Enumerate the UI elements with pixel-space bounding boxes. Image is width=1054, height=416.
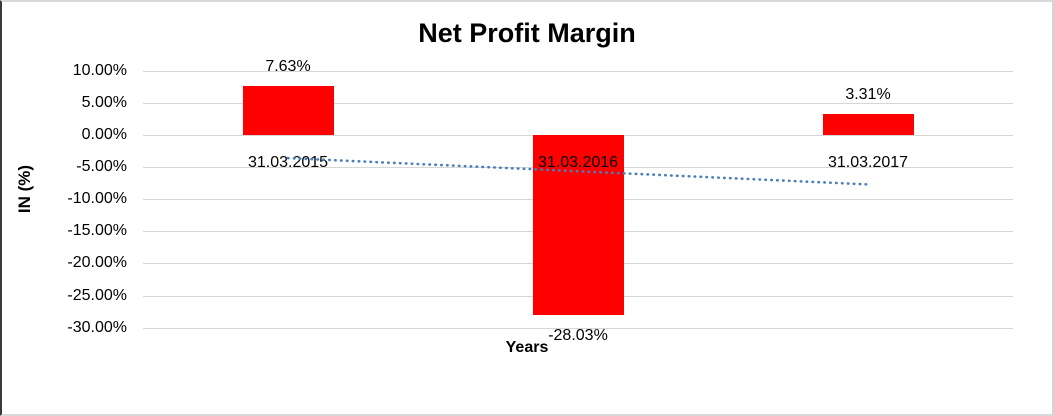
category-label: 31.03.2017 (827, 154, 909, 171)
gridline (143, 327, 1013, 329)
y-tick-label: -5.00% (76, 158, 127, 176)
y-tick-label: 10.00% (72, 61, 127, 79)
y-tick-label: -20.00% (67, 254, 127, 272)
bar-value-label: 3.31% (845, 85, 891, 103)
category-label: 31.03.2015 (247, 154, 329, 171)
category-label: 31.03.2016 (537, 154, 619, 171)
y-tick-label: 5.00% (81, 93, 127, 111)
gridline (143, 70, 1013, 72)
bar (242, 86, 334, 135)
y-tick-label: 0.00% (81, 126, 127, 143)
x-axis-title: Years (505, 339, 549, 356)
y-axis-title: IN (%) (15, 164, 34, 214)
y-tick-label: -15.00% (67, 222, 127, 240)
y-tick-label: -30.00% (67, 318, 127, 336)
y-tick-label: -10.00% (67, 190, 127, 208)
y-tick-label: -25.00% (67, 286, 127, 304)
gridline (143, 102, 1013, 104)
bar (822, 113, 914, 135)
bar-value-label: 7.63% (265, 58, 311, 75)
chart-title: Net Profit Margin (418, 18, 636, 48)
bar-value-label: -28.03% (548, 326, 608, 344)
